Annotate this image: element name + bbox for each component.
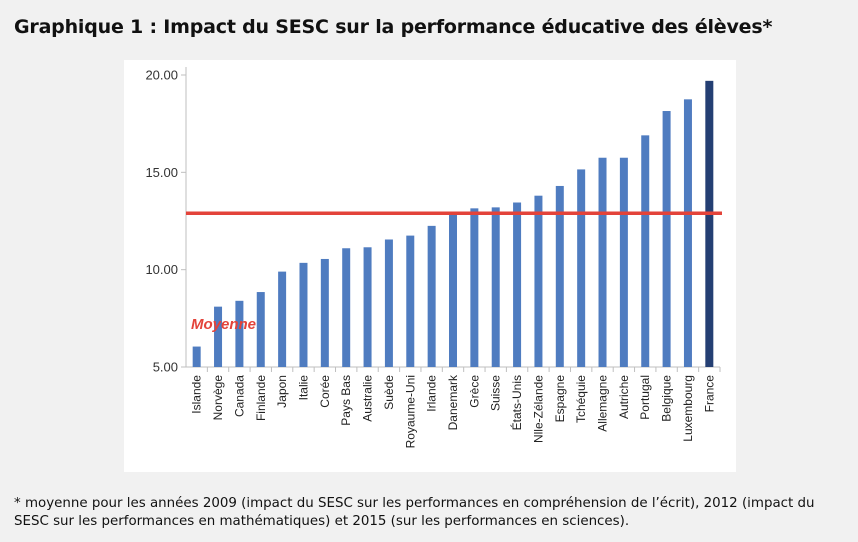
y-tick-label: 10.00 bbox=[145, 262, 178, 277]
bar bbox=[662, 111, 671, 367]
bar bbox=[320, 258, 329, 367]
bar bbox=[513, 202, 522, 367]
x-tick-label: Portugal bbox=[638, 375, 652, 420]
x-tick-label: Autriche bbox=[617, 375, 631, 419]
bar bbox=[214, 306, 223, 367]
bar bbox=[555, 185, 564, 367]
x-tick-label: Pays Bas bbox=[339, 375, 353, 426]
bar bbox=[427, 225, 436, 367]
bar bbox=[278, 271, 287, 367]
bar bbox=[235, 300, 244, 367]
x-tick-label: Australie bbox=[361, 375, 375, 422]
bar bbox=[641, 135, 650, 367]
bar bbox=[384, 239, 393, 367]
x-tick-label: Canada bbox=[232, 375, 246, 417]
x-tick-label: Islande bbox=[190, 375, 204, 414]
y-tick-label: 20.00 bbox=[145, 68, 178, 83]
average-label: Moyenne bbox=[191, 316, 256, 333]
x-tick-label: Royaume-Uni bbox=[403, 375, 417, 448]
y-tick-label: 15.00 bbox=[145, 165, 178, 180]
chart-area: 5.00 10.00 15.00 20.00 Islande Norvège Canada F… bbox=[124, 60, 736, 472]
x-tick-label: Grèce bbox=[467, 375, 481, 408]
bar bbox=[683, 99, 692, 368]
x-tick-label: Tchéquie bbox=[574, 375, 588, 423]
x-tick-label: Suisse bbox=[489, 375, 503, 411]
x-tick-label: Irlande bbox=[425, 375, 439, 412]
x-tick-label: Italie bbox=[296, 375, 310, 401]
x-tick-label: France bbox=[702, 375, 716, 413]
x-tick-label: Corée bbox=[318, 375, 332, 408]
x-tick-label: Japon bbox=[275, 375, 289, 408]
bar bbox=[598, 157, 607, 367]
bar bbox=[342, 248, 351, 367]
x-tick-label: Espagne bbox=[553, 375, 567, 423]
x-tick-label: Luxembourg bbox=[681, 375, 695, 442]
x-tick-label: Nlle-Zélande bbox=[531, 375, 545, 443]
x-tick-label: Danemark bbox=[446, 374, 460, 430]
bar bbox=[363, 247, 372, 367]
bar bbox=[449, 213, 457, 367]
bar-chart: 5.00 10.00 15.00 20.00 Islande Norvège Canada F… bbox=[145, 67, 722, 448]
bar bbox=[491, 207, 500, 367]
x-tick-label: Allemagne bbox=[596, 375, 610, 432]
y-tick-label: 5.00 bbox=[153, 360, 178, 375]
bar bbox=[534, 195, 543, 367]
bar bbox=[705, 80, 714, 367]
footnote: * moyenne pour les années 2009 (impact d… bbox=[14, 496, 815, 529]
bar bbox=[619, 157, 628, 367]
bar bbox=[192, 346, 201, 367]
bar bbox=[406, 235, 415, 367]
bar bbox=[577, 169, 586, 367]
x-tick-label: États-Unis bbox=[509, 375, 524, 430]
x-tick-label: Belgique bbox=[660, 375, 674, 422]
x-tick-label: Finlande bbox=[254, 375, 268, 421]
chart-title: Graphique 1 : Impact du SESC sur la perf… bbox=[14, 16, 773, 38]
x-tick-label: Suède bbox=[382, 375, 396, 410]
x-tick-label: Norvège bbox=[211, 375, 225, 421]
bar bbox=[299, 262, 308, 367]
bar bbox=[256, 292, 265, 367]
bar bbox=[470, 208, 479, 367]
